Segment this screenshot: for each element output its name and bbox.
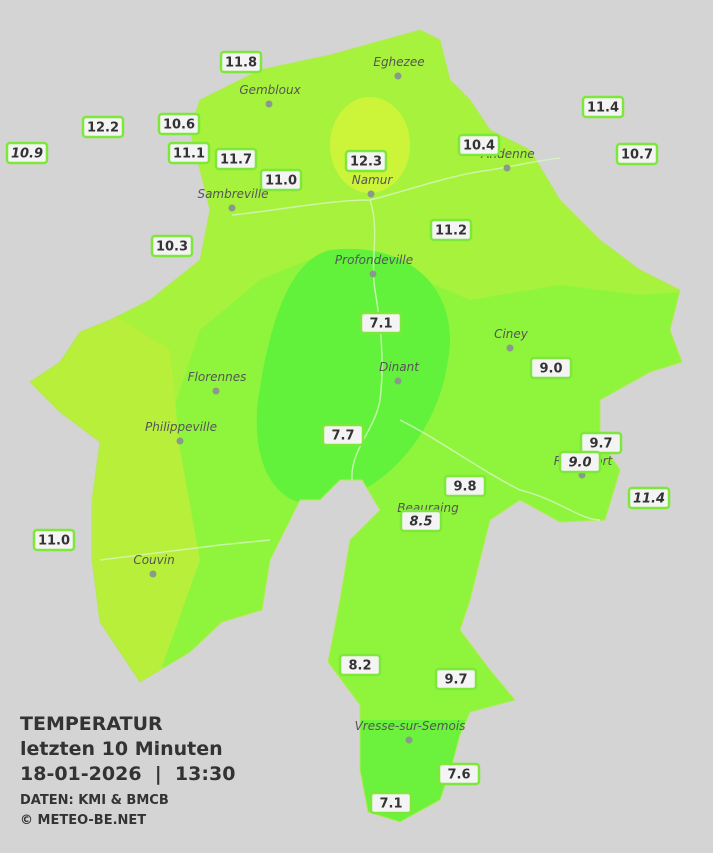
station-box	[359, 311, 403, 335]
station-value: 7.7	[331, 429, 354, 444]
station-box	[167, 141, 211, 165]
station-box	[399, 509, 443, 533]
station-value: 11.0	[38, 534, 70, 549]
station-value: 10.9	[11, 147, 43, 162]
city-label: Gembloux	[239, 83, 301, 97]
city-dot	[149, 570, 157, 578]
city-dot	[369, 270, 377, 278]
station-box	[321, 423, 365, 447]
station-value: 7.1	[369, 317, 392, 332]
station-box	[150, 234, 194, 258]
city-label: Florennes	[188, 370, 247, 384]
station-box	[157, 112, 201, 136]
station-value: 12.2	[87, 121, 119, 136]
station-box	[529, 356, 573, 380]
city-label: Namur	[352, 173, 394, 187]
station-box	[434, 667, 478, 691]
station-value: 11.4	[587, 101, 619, 116]
city-dot	[405, 736, 413, 744]
station-box	[558, 450, 602, 474]
station-value: 10.4	[463, 139, 495, 154]
city-dot	[265, 100, 273, 108]
city-dot	[394, 377, 402, 385]
zone-cold	[256, 248, 451, 505]
station-value: 7.1	[379, 797, 402, 812]
datetime: 18-01-2026 | 13:30	[20, 763, 235, 785]
title: TEMPERATUR	[20, 713, 163, 735]
station-value: 8.2	[348, 659, 371, 674]
station-box	[429, 218, 473, 242]
city-dot	[506, 344, 514, 352]
station-box	[214, 147, 258, 171]
city-label: Sambreville	[197, 187, 268, 201]
station-box	[437, 762, 481, 786]
station-value: 9.8	[453, 480, 476, 495]
city-label: Couvin	[133, 553, 174, 567]
station-value: 9.7	[589, 437, 612, 452]
station-value: 12.3	[350, 155, 382, 170]
station-box	[369, 791, 413, 815]
city-dot	[176, 437, 184, 445]
station-value: 9.7	[444, 673, 467, 688]
city-dot	[228, 204, 236, 212]
station-value: 10.6	[163, 118, 195, 133]
copyright: © METEO-BE.NET	[20, 813, 146, 828]
station-value: 11.4	[633, 492, 665, 507]
station-value: 9.0	[539, 362, 562, 377]
city-label: Philippeville	[145, 420, 217, 434]
city-dot	[212, 387, 220, 395]
station-value: 11.1	[173, 147, 205, 162]
city-dot	[367, 190, 375, 198]
station-box	[615, 142, 659, 166]
station-box	[443, 474, 487, 498]
city-label: Eghezee	[373, 55, 424, 69]
station-box	[5, 141, 49, 165]
station-box	[81, 115, 125, 139]
station-box	[581, 95, 625, 119]
station-box	[344, 149, 388, 173]
station-box	[338, 653, 382, 677]
station-value: 11.2	[435, 224, 467, 239]
station-box	[219, 50, 263, 74]
station-box	[259, 168, 303, 192]
station-value: 11.7	[220, 153, 252, 168]
city-label: Vresse-sur-Semois	[355, 719, 466, 733]
cities: EghezeeGemblouxAndenneNamurSambrevillePr…	[133, 55, 614, 744]
station-value: 11.8	[225, 56, 257, 71]
city-dot	[394, 72, 402, 80]
station-value: 10.3	[156, 240, 188, 255]
station-value: 7.6	[447, 768, 470, 783]
station-box	[457, 133, 501, 157]
subtitle: letzten 10 Minuten	[20, 738, 223, 760]
city-dot	[503, 164, 511, 172]
station-box	[579, 431, 623, 455]
station-box	[627, 486, 671, 510]
station-value: 10.7	[621, 148, 653, 163]
city-label: Ciney	[494, 327, 529, 341]
station-box	[32, 528, 76, 552]
stations: 11.8 12.2 10.9 10.6 11.1 11.7 11.0 12.3 10.4 11.4…	[5, 50, 671, 815]
city-label: Dinant	[379, 360, 420, 374]
city-label: Profondeville	[335, 253, 413, 267]
station-value: 9.0	[568, 456, 591, 471]
source: DATEN: KMI & BMCB	[20, 793, 169, 808]
station-value: 8.5	[409, 515, 432, 530]
station-value: 11.0	[265, 174, 297, 189]
